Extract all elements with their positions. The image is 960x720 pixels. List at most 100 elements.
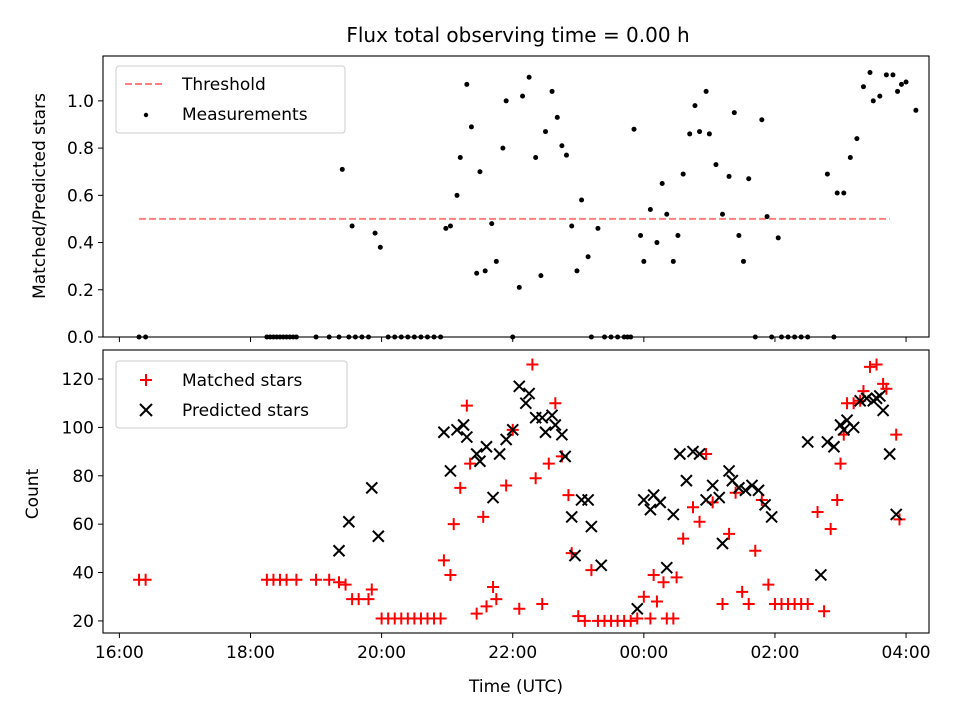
measurement-point bbox=[895, 88, 901, 94]
measurement-point bbox=[697, 129, 703, 135]
measurement-point bbox=[579, 197, 585, 203]
predicted-stars-point bbox=[745, 479, 759, 492]
measurement-point bbox=[372, 230, 378, 236]
predicted-stars-point bbox=[499, 433, 513, 446]
matched-stars-point bbox=[834, 457, 847, 470]
matched-stars-point bbox=[700, 448, 713, 461]
top-x-axis bbox=[118, 337, 907, 342]
measurement-point bbox=[543, 129, 548, 135]
measurement-point bbox=[736, 232, 742, 238]
predicted-stars-point bbox=[644, 503, 657, 516]
bottom-x-axis: 16:00 18:00 20:00 22:00 00:00 02:00 04:00 bbox=[95, 633, 931, 663]
top-panel: Flux total observing time = 0.00 h 0.0 0.… bbox=[30, 23, 930, 348]
top-y-axis-label: Matched/Predicted stars bbox=[30, 93, 50, 299]
x-tick-label: 18:00 bbox=[226, 643, 275, 663]
measurement-point bbox=[860, 84, 866, 90]
predicted-stars-point bbox=[837, 423, 850, 437]
measurement-point bbox=[482, 268, 488, 274]
predicted-stars-point bbox=[752, 484, 765, 497]
bottom-axes-frame bbox=[102, 349, 930, 634]
matched-stars-point bbox=[657, 576, 670, 589]
measurement-point bbox=[720, 211, 725, 217]
predicted-stars-point bbox=[860, 392, 873, 405]
bottom-y-tick-label: 100 bbox=[62, 418, 94, 438]
predicted-stars-point bbox=[637, 493, 651, 507]
matched-stars-point bbox=[693, 515, 706, 528]
predicted-stars-point bbox=[372, 530, 385, 543]
matched-stars-point bbox=[824, 522, 837, 535]
bottom-y-tick-label: 60 bbox=[72, 515, 94, 535]
matched-stars-point bbox=[831, 493, 844, 506]
x-tick-label: 16:00 bbox=[95, 643, 144, 663]
measurement-point bbox=[457, 155, 463, 161]
matched-stars-point bbox=[513, 602, 526, 615]
matched-stars-point bbox=[365, 583, 378, 596]
matched-stars-point bbox=[500, 479, 513, 492]
predicted-stars-point bbox=[549, 418, 562, 432]
predicted-stars-point bbox=[493, 447, 506, 461]
measurement-point bbox=[890, 72, 896, 78]
predicted-stars-point bbox=[473, 455, 487, 468]
chart-title: Flux total observing time = 0.00 h bbox=[346, 23, 689, 47]
predicted-stars-point bbox=[758, 498, 772, 512]
predicted-stars-point bbox=[765, 510, 778, 524]
top-y-tick-label: 0.0 bbox=[67, 328, 94, 348]
legend-matched-swatch bbox=[140, 374, 152, 386]
matched-stars-point bbox=[444, 568, 457, 581]
top-axes-frame bbox=[102, 55, 930, 338]
matched-stars-point bbox=[542, 457, 555, 470]
predicted-stars-point bbox=[873, 389, 887, 403]
matched-stars-point bbox=[644, 612, 657, 625]
x-tick-label: 02:00 bbox=[750, 643, 799, 663]
top-plot-area bbox=[136, 70, 919, 340]
predicted-stars-point bbox=[631, 602, 644, 616]
predicted-stars-point bbox=[536, 411, 549, 424]
top-y-tick-label: 0.2 bbox=[67, 281, 94, 301]
measurement-point bbox=[824, 171, 830, 177]
matched-stars-point bbox=[437, 554, 450, 567]
measurement-point bbox=[687, 131, 693, 137]
matched-stars-point bbox=[562, 489, 575, 502]
predicted-stars-point bbox=[654, 496, 667, 509]
predicted-stars-point bbox=[686, 445, 700, 458]
matched-stars-point bbox=[362, 593, 375, 606]
matched-stars-point bbox=[487, 581, 500, 594]
predicted-stars-point bbox=[713, 491, 726, 504]
measurement-point bbox=[740, 258, 746, 264]
measurement-point bbox=[500, 145, 506, 151]
predicted-stars-point bbox=[847, 421, 860, 434]
predicted-stars-point bbox=[480, 440, 493, 453]
predicted-stars-point bbox=[693, 447, 706, 461]
predicted-stars-point bbox=[342, 515, 356, 528]
matched-stars-point bbox=[464, 457, 477, 470]
matched-stars-point bbox=[526, 358, 539, 371]
matched-stars-point bbox=[323, 573, 336, 586]
measurement-point bbox=[731, 110, 737, 116]
measurement-point bbox=[549, 88, 555, 94]
measurement-point bbox=[726, 173, 732, 179]
matched-stars-point bbox=[624, 614, 637, 627]
measurement-point bbox=[647, 206, 653, 212]
matched-stars-point bbox=[578, 614, 591, 627]
predicted-stars-point bbox=[545, 409, 559, 422]
measurement-point bbox=[595, 225, 601, 231]
bottom-panel: 20 40 60 80 100 120 16:00 18:00 20:00 22:00 00:00… bbox=[23, 349, 931, 697]
measurement-point bbox=[841, 190, 847, 196]
predicted-stars-point bbox=[568, 549, 582, 562]
predicted-stars-point bbox=[470, 447, 483, 461]
matched-stars-point bbox=[749, 544, 762, 557]
matched-stars-point bbox=[755, 493, 768, 506]
x-tick-label: 22:00 bbox=[488, 643, 537, 663]
top-y-axis: 0.0 0.2 0.4 0.6 0.8 1.0 bbox=[67, 92, 103, 348]
matched-stars-point bbox=[333, 576, 345, 589]
predicted-stars-point bbox=[706, 479, 719, 492]
predicted-stars-point bbox=[332, 544, 346, 557]
bottom-y-tick-label: 120 bbox=[62, 370, 94, 390]
predicted-stars-point bbox=[585, 520, 598, 533]
measurement-point bbox=[692, 103, 698, 109]
measurement-point bbox=[659, 181, 665, 187]
matched-stars-point bbox=[880, 382, 893, 395]
matched-stars-point bbox=[536, 597, 549, 610]
bottom-legend: Matched stars Predicted stars bbox=[115, 360, 348, 429]
predicted-stars-point bbox=[486, 491, 500, 504]
